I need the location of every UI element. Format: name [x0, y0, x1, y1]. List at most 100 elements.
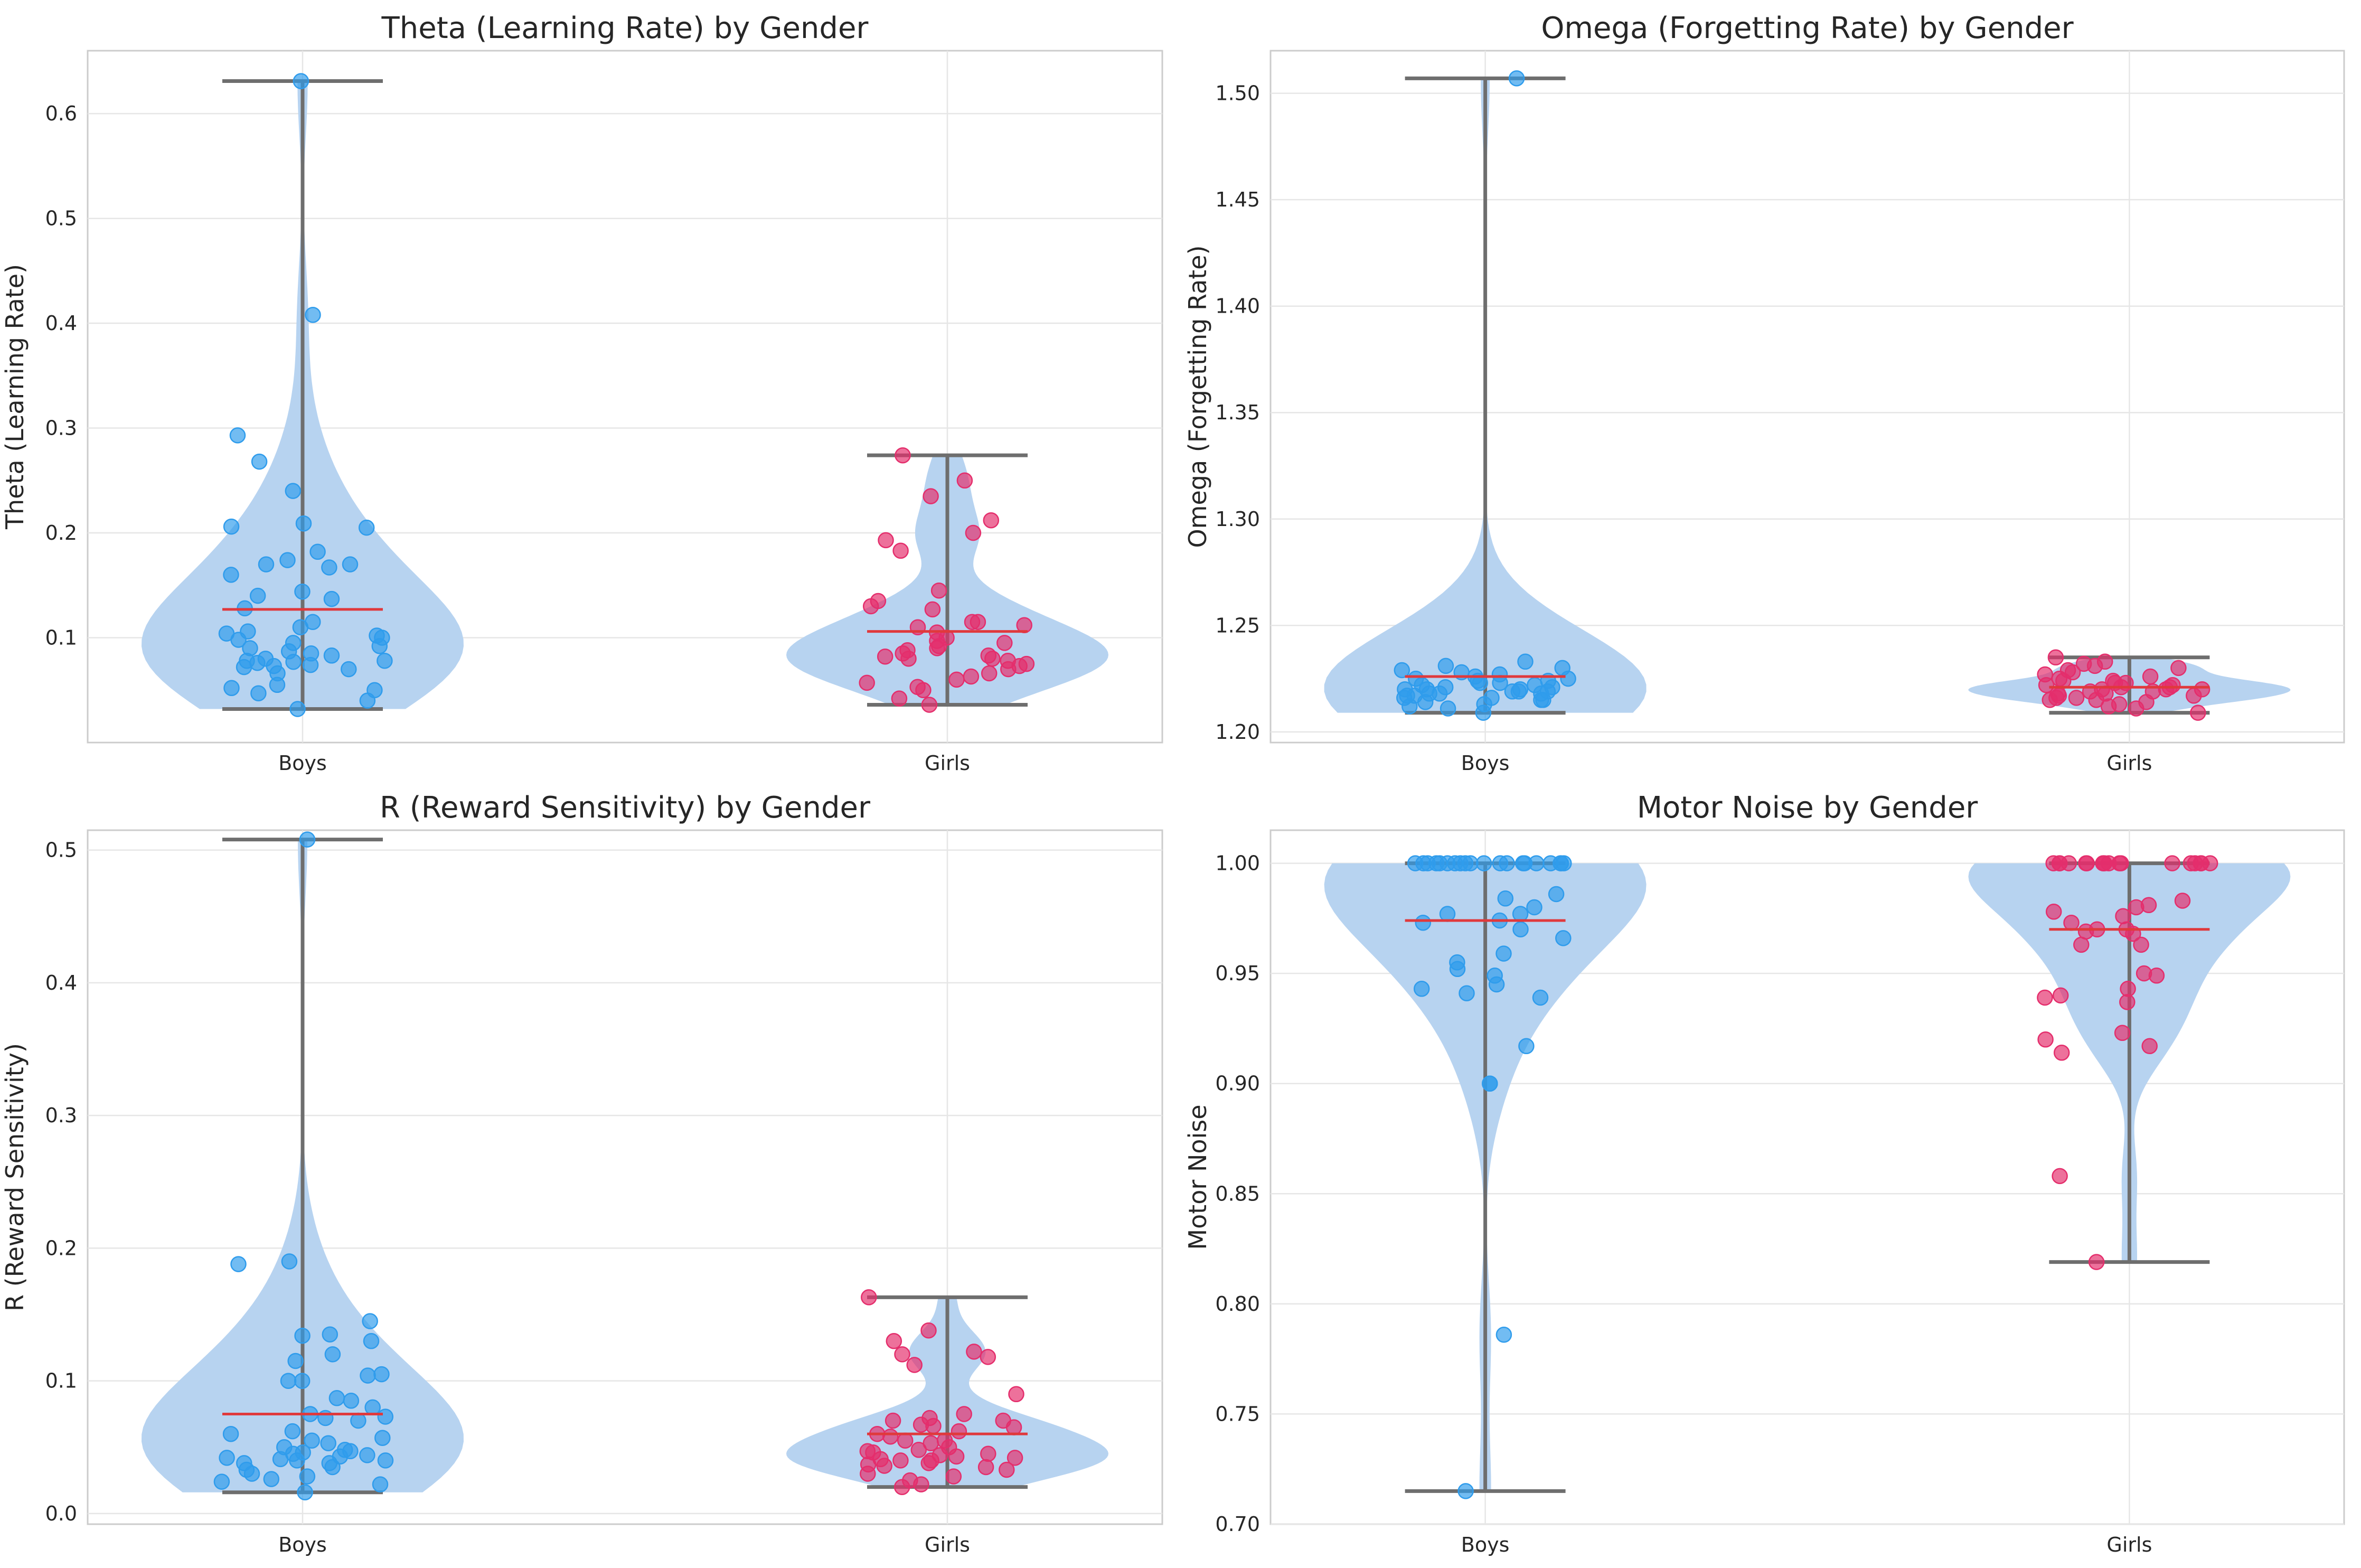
data-point — [2114, 1025, 2131, 1041]
data-point — [377, 1452, 394, 1469]
data-point — [1417, 694, 1434, 710]
data-point — [924, 601, 941, 618]
data-point — [213, 1473, 230, 1490]
data-point — [359, 692, 376, 709]
data-point — [2133, 936, 2149, 953]
data-point — [859, 674, 875, 691]
data-point — [1488, 976, 1505, 993]
data-point — [263, 1471, 280, 1487]
data-point — [299, 831, 316, 848]
data-point — [2142, 668, 2159, 685]
data-point — [1504, 683, 1521, 700]
data-point — [321, 559, 337, 576]
data-point — [892, 1452, 909, 1469]
chart-panel-3: 0.70 0.75 0.80 0.85 0.90 0.95 1.00 Boys Girls Mot… — [1183, 791, 2345, 1556]
data-point — [915, 682, 932, 699]
data-point — [289, 1452, 305, 1469]
data-point — [877, 648, 893, 665]
data-point — [2086, 658, 2103, 674]
data-point — [1497, 890, 1514, 907]
data-point — [223, 680, 240, 697]
x-tick-label: Girls — [2106, 1533, 2152, 1556]
data-point — [981, 665, 998, 682]
chart-panel-0: 0.1 0.2 0.3 0.4 0.5 0.6 Boys Girls Theta (Learni… — [1, 11, 1163, 775]
data-point — [284, 1423, 301, 1440]
data-point — [2063, 914, 2080, 931]
data-point — [323, 647, 340, 664]
y-tick-label: 1.40 — [1215, 295, 1260, 318]
data-point — [342, 556, 359, 572]
data-point — [2158, 681, 2175, 698]
data-point — [2187, 855, 2203, 871]
data-point — [363, 1333, 380, 1349]
data-point — [1394, 662, 1410, 679]
data-point — [279, 552, 296, 568]
data-point — [2042, 692, 2058, 708]
data-point — [1495, 1327, 1512, 1343]
data-point — [2078, 855, 2094, 871]
data-point — [294, 583, 311, 600]
data-point — [323, 590, 340, 607]
data-point — [930, 582, 947, 599]
data-point — [372, 1476, 389, 1492]
data-point — [1508, 70, 1525, 87]
data-point — [294, 1373, 311, 1389]
data-point — [285, 653, 302, 670]
y-tick-label: 1.20 — [1215, 720, 1260, 744]
x-tick-label: Girls — [925, 752, 970, 775]
data-point — [229, 427, 246, 444]
data-point — [281, 1253, 298, 1270]
data-point — [359, 1447, 375, 1463]
data-point — [350, 1412, 366, 1429]
y-tick-label: 1.35 — [1215, 401, 1260, 424]
data-point — [322, 1326, 338, 1342]
data-point — [923, 1435, 939, 1451]
data-point — [258, 556, 275, 572]
data-point — [2100, 698, 2117, 715]
data-point — [956, 472, 973, 489]
data-point — [951, 1423, 967, 1440]
data-point — [910, 1442, 927, 1458]
data-point — [360, 1367, 376, 1384]
data-point — [341, 661, 357, 678]
data-point — [980, 1445, 996, 1462]
data-point — [1517, 653, 1534, 670]
data-point — [280, 1373, 297, 1389]
data-point — [964, 614, 981, 630]
data-point — [861, 1289, 877, 1306]
data-point — [324, 1459, 341, 1476]
y-tick-label: 0.75 — [1215, 1402, 1260, 1425]
data-point — [1475, 705, 1492, 721]
data-point — [1556, 855, 1572, 871]
data-point — [1512, 921, 1529, 937]
data-point — [1495, 945, 1512, 962]
data-point — [2120, 981, 2136, 997]
data-point — [324, 1346, 341, 1363]
data-point — [1005, 1419, 1022, 1435]
data-point — [876, 1458, 892, 1474]
y-axis-label: Motor Noise — [1183, 1104, 1212, 1250]
y-tick-label: 0.6 — [45, 102, 77, 125]
data-point — [364, 1399, 381, 1416]
data-point — [1415, 914, 1432, 931]
data-point — [230, 1256, 247, 1272]
y-axis-label: Omega (Forgetting Rate) — [1183, 245, 1212, 548]
panel-title: Motor Noise by Gender — [1637, 791, 1979, 825]
data-point — [294, 1327, 311, 1344]
data-point — [1515, 855, 1531, 871]
data-point — [945, 1468, 962, 1485]
data-point — [2053, 1045, 2070, 1061]
data-point — [878, 532, 894, 549]
data-point — [894, 1346, 910, 1363]
data-point — [913, 1476, 929, 1492]
data-point — [230, 632, 247, 648]
data-point — [1439, 906, 1456, 922]
data-point — [302, 656, 319, 673]
data-point — [892, 542, 909, 559]
data-point — [891, 690, 908, 707]
data-point — [2115, 908, 2131, 924]
data-point — [219, 1450, 235, 1466]
data-point — [2111, 855, 2128, 871]
chart-panel-2: 0.0 0.1 0.2 0.3 0.4 0.5 Boys Girls R (Reward Sen… — [1, 791, 1163, 1556]
data-point — [897, 1432, 914, 1449]
